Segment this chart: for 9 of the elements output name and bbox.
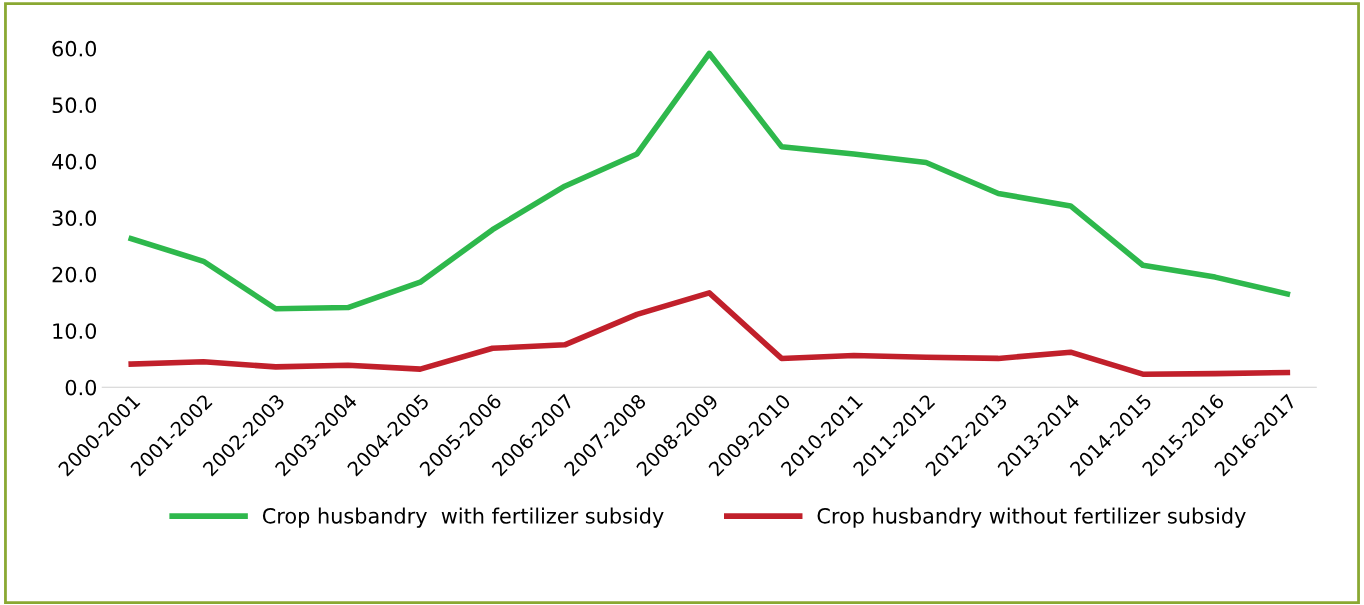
y-tick-label: 0.0 [65,379,97,396]
legend-label: Crop husbandry without fertilizer subsidy [817,507,1246,528]
legend-label: Crop husbandry with fertilizer subsidy [262,507,664,528]
y-tick-label: 20.0 [52,266,97,283]
y-tick-label: 60.0 [52,40,97,57]
y-tick-label: 50.0 [52,97,97,114]
y-tick-label: 30.0 [52,210,97,227]
y-tick-label: 10.0 [53,323,97,339]
y-tick-label: 40.0 [52,153,97,170]
